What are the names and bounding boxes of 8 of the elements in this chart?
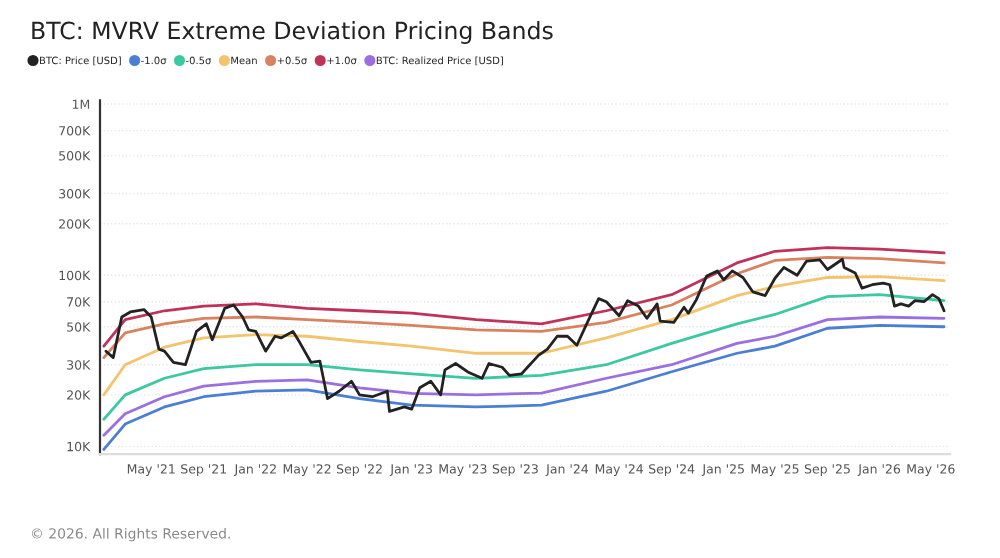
- line-series: [102, 323, 946, 451]
- line-series: [102, 246, 946, 348]
- line-series: [102, 293, 946, 421]
- line-series: [104, 257, 946, 413]
- chart-title: BTC: MVRV Extreme Deviation Pricing Bands: [32, 21, 553, 44]
- line-series: [102, 275, 946, 397]
- line-series: [102, 256, 946, 360]
- line-series: [102, 315, 946, 437]
